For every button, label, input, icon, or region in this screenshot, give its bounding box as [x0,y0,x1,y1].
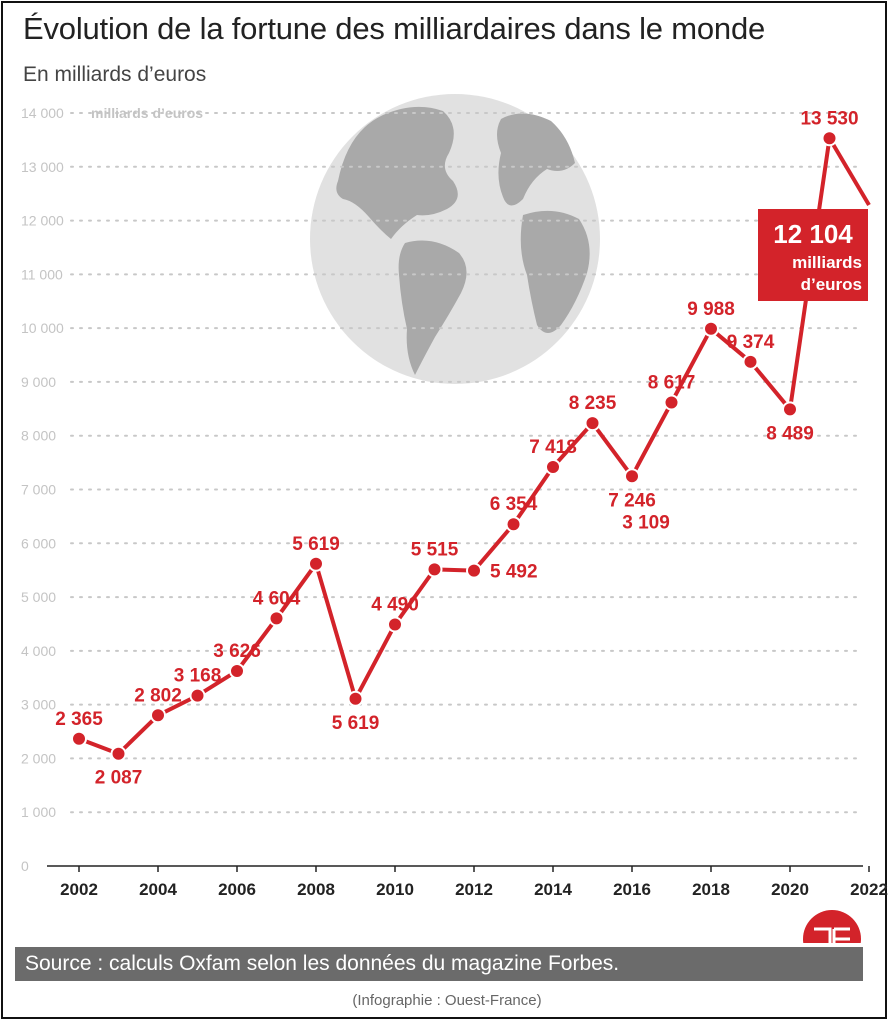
data-point [347,690,364,707]
y-tick-label: 4 000 [21,643,56,659]
x-tick-label: 2020 [771,880,809,899]
y-tick-label: 2 000 [21,750,56,766]
y-tick-label: 8 000 [21,428,56,444]
y-tick-label: 6 000 [21,535,56,551]
y-tick-label: 7 000 [21,482,56,498]
x-tick-label: 2004 [139,880,177,899]
data-point [584,415,601,432]
x-tick-label: 2012 [455,880,493,899]
highlight-unit-line2: d’euros [801,275,862,294]
y-tick-label: 13 000 [21,159,64,175]
x-tick-label: 2008 [297,880,335,899]
line-chart: 0 1 000 2 000 3 000 4 000 5 000 6 000 7 000 8 00… [21,94,888,943]
data-label: 8 489 [766,423,814,444]
data-point [268,610,285,627]
africa-landmass [520,210,590,333]
data-label: 7 246 [608,490,656,511]
data-point [426,561,443,578]
data-label: 5 492 [490,562,538,583]
x-tick-label: 2018 [692,880,730,899]
data-label: 2 365 [55,709,103,730]
data-point [229,662,245,679]
annotation-label: 3 109 [622,512,670,533]
data-points [71,130,838,762]
credit-text: (Infographie : Ouest-France) [352,992,542,1009]
axes: 0 1 000 2 000 3 000 4 000 5 000 6 000 7 000 8 00… [21,105,888,899]
data-label: 5 619 [332,713,380,734]
highlight-box [758,209,868,301]
highlight-unit-line1: milliards [792,253,862,272]
highlight-callout: 12 104 milliards d’euros [758,209,868,301]
data-label: 7 418 [529,437,577,458]
x-tick-label: 2014 [534,880,572,899]
logo-mark [814,927,850,943]
y-tick-label: 5 000 [21,589,56,605]
x-tick-label: 2006 [218,880,256,899]
y-tick-label: 9 000 [21,374,56,390]
data-label: 4 490 [371,595,419,616]
data-point [545,459,561,476]
data-label: 2 087 [95,768,143,789]
y-tick-label: 3 000 [21,697,56,713]
y-unit-label: milliards d’euros [91,105,203,121]
data-point [821,130,838,147]
chart-title: Évolution de la fortune des milliardaire… [23,11,766,46]
data-point [663,394,680,411]
y-tick-label: 1 000 [21,804,56,820]
data-point [703,320,719,337]
data-point [308,555,324,572]
data-label: 4 604 [253,588,301,609]
europe-landmass [497,113,575,206]
y-tick-label: 11 000 [21,266,63,282]
north-america-landmass [336,106,458,239]
data-label: 9 374 [727,332,775,353]
y-tick-label: 10 000 [21,320,64,336]
data-label: 3 626 [213,641,261,662]
data-label: 5 515 [411,539,459,560]
x-tick-label: 2016 [613,880,651,899]
data-point [387,616,403,633]
data-label: 6 354 [490,494,538,515]
source-bar: Source : calculs Oxfam selon les données… [15,947,863,981]
y-tick-label: 14 000 [21,105,64,121]
data-point [466,562,482,579]
data-point [742,353,759,370]
data-point [150,707,166,724]
globe-illustration [310,94,600,384]
logo-disc [803,910,861,943]
data-point [189,687,206,704]
highlight-value: 12 104 [773,219,853,249]
data-label: 8 235 [569,393,617,414]
data-label: 3 168 [174,666,222,687]
y-tick-label: 0 [21,858,29,874]
data-label: 9 988 [687,299,735,320]
ouest-france-logo [803,910,861,943]
data-label: 8 617 [648,373,696,394]
data-label: 5 619 [292,534,340,555]
data-point [782,401,798,418]
x-tick-label: 2022 [850,880,888,899]
chart-subtitle: En milliards d’euros [23,63,207,86]
series-line-end [827,137,871,206]
data-point [624,468,640,485]
data-point [110,745,127,762]
data-label: 2 802 [134,685,182,706]
y-tick-label: 12 000 [21,213,64,229]
x-tick-label: 2010 [376,880,414,899]
y-gridlines [70,112,860,814]
data-point [71,730,87,747]
x-tick-label: 2002 [60,880,98,899]
data-point [505,516,522,533]
data-label: 13 530 [800,108,858,129]
